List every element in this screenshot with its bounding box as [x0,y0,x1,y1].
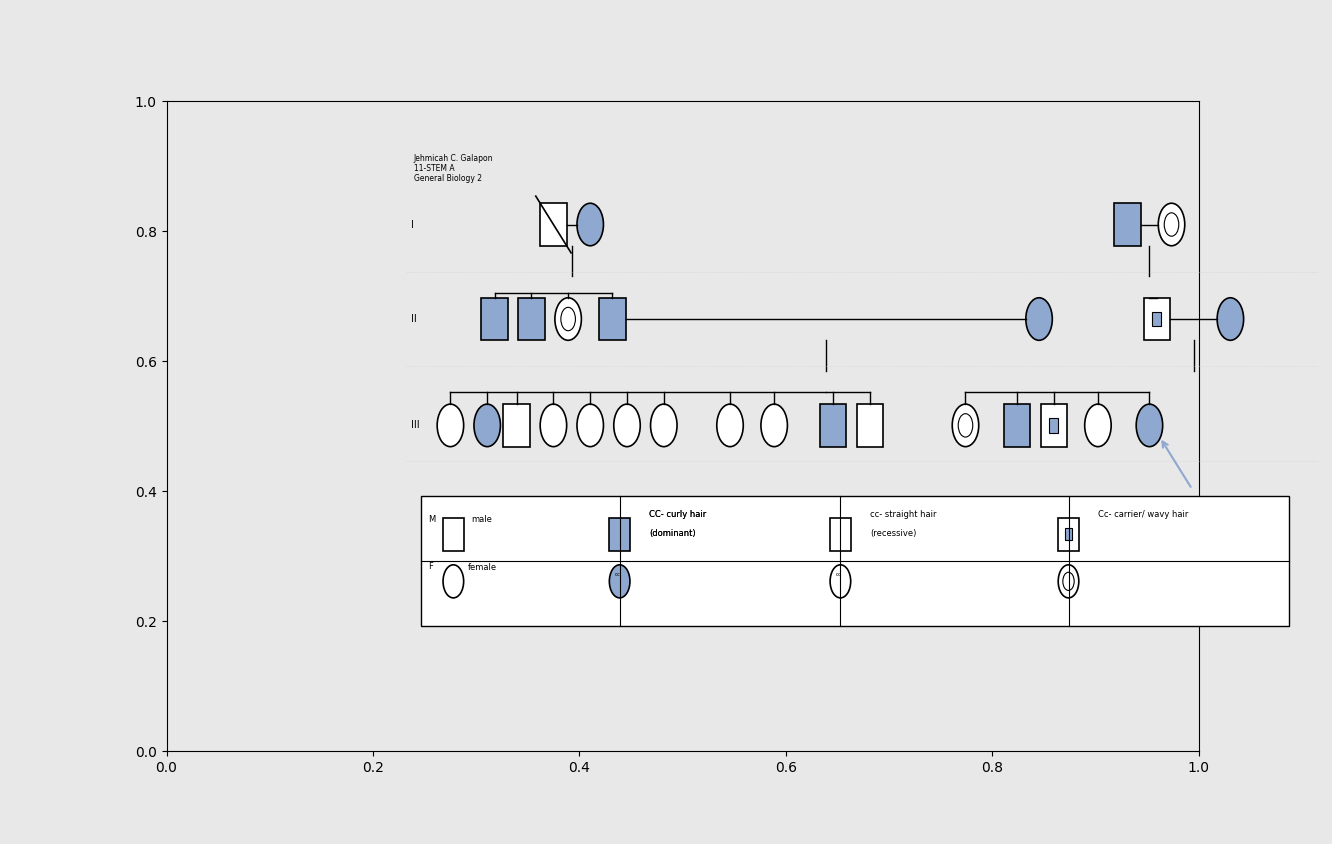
Text: F: F [429,562,433,571]
Text: (dominant): (dominant) [649,529,695,538]
FancyBboxPatch shape [1152,311,1162,327]
Circle shape [1058,565,1079,598]
Text: cc- straight hair: cc- straight hair [870,511,936,519]
FancyBboxPatch shape [609,517,630,550]
Text: female: female [468,563,497,571]
Text: I: I [410,219,413,230]
Circle shape [1026,298,1052,340]
Circle shape [614,404,641,446]
Circle shape [577,404,603,446]
Circle shape [952,404,979,446]
Circle shape [474,404,501,446]
Circle shape [437,404,464,446]
Circle shape [1164,213,1179,236]
FancyBboxPatch shape [1040,404,1067,446]
Circle shape [1217,298,1244,340]
FancyBboxPatch shape [1064,528,1072,540]
FancyBboxPatch shape [819,404,846,446]
FancyBboxPatch shape [518,298,545,340]
FancyBboxPatch shape [856,404,883,446]
Circle shape [541,404,566,446]
Circle shape [650,404,677,446]
Circle shape [1159,203,1184,246]
Circle shape [1084,404,1111,446]
Text: cc: cc [615,571,621,576]
Circle shape [561,307,575,331]
Circle shape [555,298,581,340]
Circle shape [830,565,851,598]
Circle shape [958,414,972,437]
FancyBboxPatch shape [444,517,464,550]
Text: Cc- carrier/ wavy hair: Cc- carrier/ wavy hair [1098,511,1188,519]
Circle shape [761,404,787,446]
Circle shape [1136,404,1163,446]
Circle shape [609,565,630,598]
Text: CC- curly hair: CC- curly hair [649,511,706,519]
FancyBboxPatch shape [421,496,1289,626]
FancyBboxPatch shape [503,404,530,446]
Circle shape [577,203,603,246]
FancyBboxPatch shape [599,298,626,340]
FancyBboxPatch shape [1058,517,1079,550]
FancyBboxPatch shape [1114,203,1140,246]
Text: male: male [472,515,492,524]
Text: (dominant): (dominant) [649,529,695,538]
Text: II: II [410,314,417,324]
FancyBboxPatch shape [830,517,851,550]
Circle shape [1063,572,1074,591]
Circle shape [717,404,743,446]
FancyBboxPatch shape [1004,404,1030,446]
Text: CC- curly hair: CC- curly hair [649,511,706,519]
FancyBboxPatch shape [1050,418,1059,433]
FancyBboxPatch shape [541,203,566,246]
FancyBboxPatch shape [1144,298,1169,340]
Circle shape [444,565,464,598]
Text: M: M [429,515,436,524]
Text: III: III [410,420,420,430]
Text: cc: cc [836,571,842,576]
FancyBboxPatch shape [481,298,507,340]
Text: Jehmicah C. Galapon
11-STEM A
General Biology 2: Jehmicah C. Galapon 11-STEM A General Bi… [414,154,493,183]
Text: (recessive): (recessive) [870,529,916,538]
